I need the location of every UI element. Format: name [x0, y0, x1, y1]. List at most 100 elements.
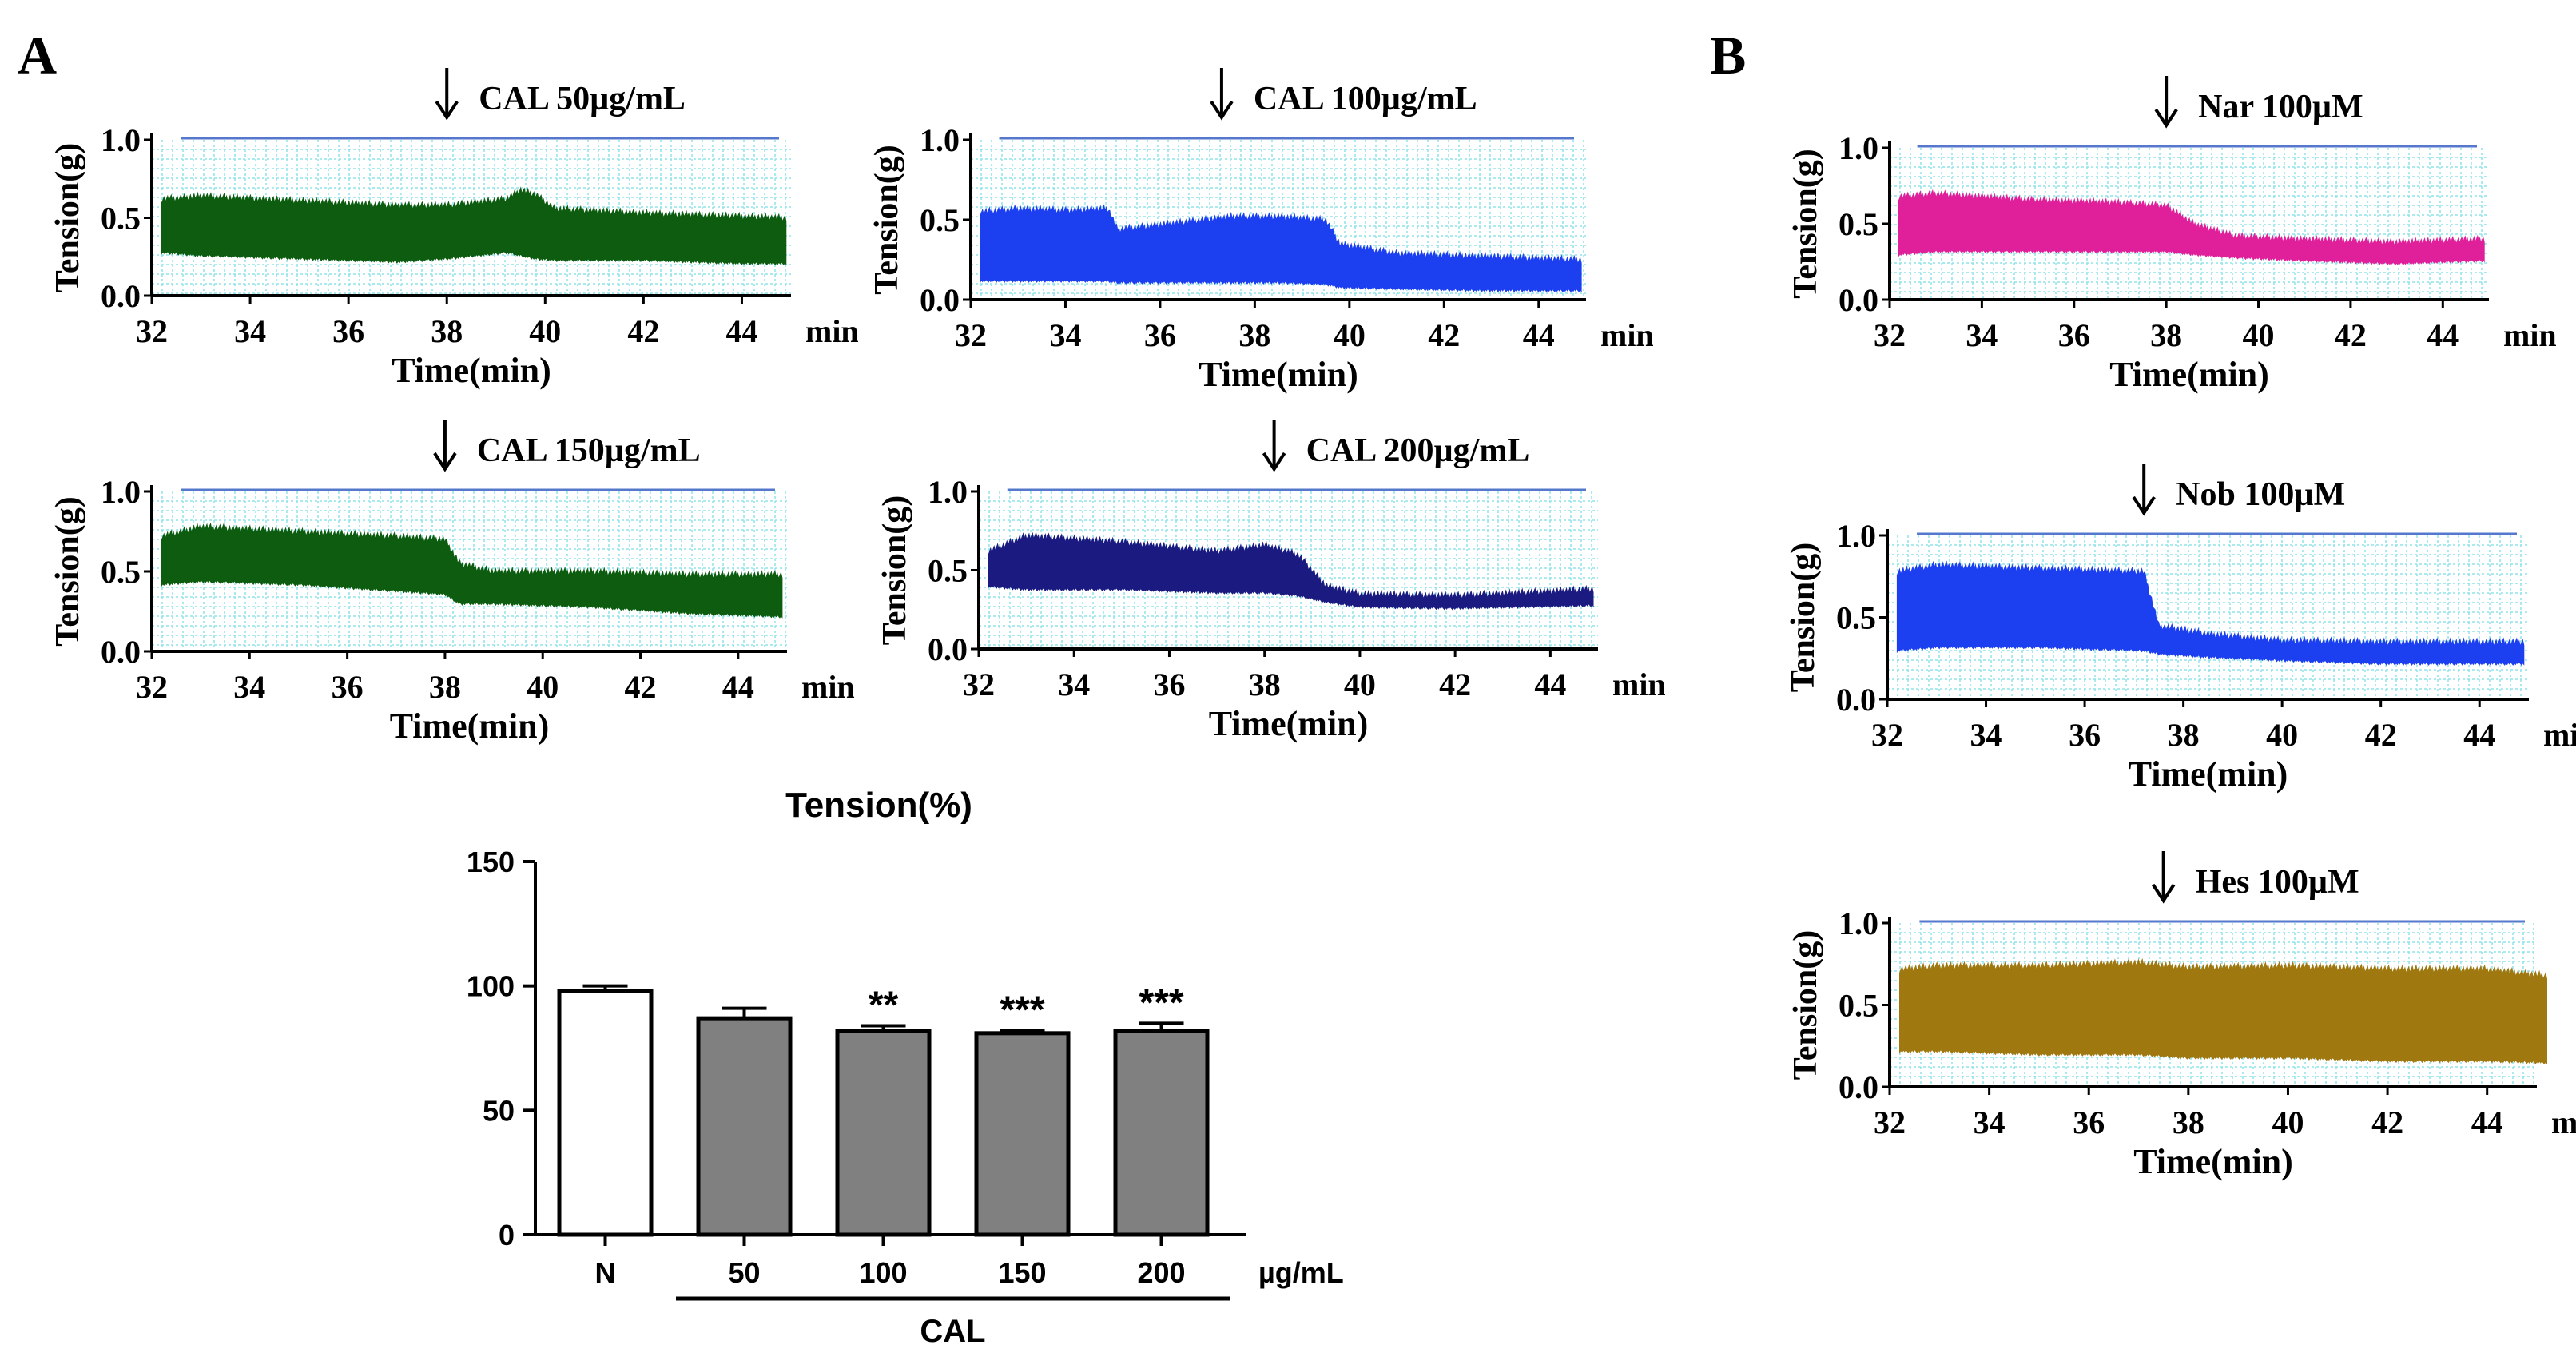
x-tick-label: 38 [2150, 317, 2182, 353]
x-tick-label: 44 [2427, 317, 2459, 353]
x-tick-label: 42 [2371, 1104, 2403, 1140]
x-tick-label: 42 [625, 669, 657, 705]
x-unit-label: min [801, 669, 855, 705]
trace-title: CAL 50µg/mL [479, 81, 686, 117]
y-tick-label: 0.0 [1836, 682, 1876, 718]
x-tick-label: 38 [429, 669, 461, 705]
trace-panel-nar: 32 34 36 38 40 42 44 min Time(min) 0.0 0.5 1.0 Tensi… [1787, 76, 2557, 394]
panel-label-a: A [18, 25, 57, 86]
trace-title: Nob 100µM [2176, 476, 2345, 513]
x-unit-label: min [2551, 1104, 2576, 1140]
x-tick-label: 34 [1058, 667, 1090, 702]
addition-arrow-head [1262, 452, 1286, 472]
y-axis-title: Tension(g) [50, 496, 86, 647]
y-tick-label: 0.0 [920, 282, 960, 318]
x-tick-label: 34 [233, 669, 265, 705]
x-axis-title: Time(min) [2109, 355, 2269, 394]
trace-panel-cal200: 32 34 36 38 40 42 44 min Time(min) 0.0 0.5 1.0 Tensi… [877, 420, 1666, 743]
y-tick-label: 1.0 [101, 474, 141, 510]
bar-chart-title: Tension(%) [785, 786, 972, 825]
bar-100 [835, 1029, 932, 1237]
tension-bar-chart: Tension(%) 0 50 100 150 N 50 100 ** 150 *** 200 *** µ… [467, 786, 1344, 1349]
x-tick-label: 32 [1874, 317, 1906, 353]
x-tick-label: 44 [2471, 1104, 2503, 1140]
trace-title: Nar 100µM [2198, 89, 2363, 125]
trace-panel-cal150: 32 34 36 38 40 42 44 min Time(min) 0.0 0.5 1.0 Tensi… [50, 420, 855, 746]
y-tick-label: 1.0 [920, 122, 960, 158]
x-tick-label: 44 [1534, 667, 1566, 702]
x-unit-label: min [2503, 317, 2557, 353]
bar-50 [696, 1016, 793, 1237]
group-label: CAL [920, 1314, 985, 1349]
x-axis-title: Time(min) [392, 351, 551, 390]
x-tick-label: 42 [2365, 717, 2397, 753]
x-tick-label: 36 [2069, 717, 2101, 753]
x-tick-label: 42 [1439, 667, 1471, 702]
trace-panels: 32 34 36 38 40 42 44 min Time(min) 0.0 0.5 1.0 Tensi… [50, 68, 2576, 1181]
x-tick-label: 32 [955, 317, 987, 353]
x-tick-label: 44 [1523, 317, 1555, 353]
x-tick-label: 40 [1334, 317, 1366, 353]
bar-category-label: 200 [1137, 1256, 1185, 1289]
trace-title: Hes 100µM [2196, 864, 2359, 901]
x-tick-label: 32 [963, 667, 995, 702]
x-tick-label: 38 [1238, 317, 1270, 353]
x-axis-title: Time(min) [2133, 1142, 2293, 1181]
bar-y-tick-label: 150 [467, 846, 515, 878]
bar-category-label: 100 [859, 1256, 907, 1289]
x-tick-label: 32 [1871, 717, 1903, 753]
bar-category-label: N [595, 1256, 616, 1289]
trace-signal [1899, 957, 2547, 1065]
y-tick-label: 0.5 [1836, 600, 1876, 636]
y-tick-label: 0.5 [1839, 988, 1878, 1024]
bar-200 [1113, 1029, 1210, 1237]
x-tick-label: 34 [1970, 717, 2002, 753]
bar-unit-label: µg/mL [1258, 1256, 1344, 1289]
addition-arrow-head [2154, 108, 2178, 129]
bar-category-label: 50 [728, 1256, 760, 1289]
x-tick-label: 32 [136, 313, 168, 349]
x-tick-label: 40 [2272, 1104, 2304, 1140]
x-tick-label: 34 [234, 313, 266, 349]
y-axis-title: Tension(g) [50, 143, 86, 293]
x-unit-label: min [805, 313, 859, 349]
bar-y-tick-label: 100 [467, 970, 515, 1003]
y-tick-label: 0.5 [101, 201, 141, 237]
trace-title: CAL 150µg/mL [477, 432, 701, 469]
y-tick-label: 0.5 [928, 553, 968, 589]
addition-arrow-head [433, 452, 457, 472]
x-axis-title: Time(min) [1209, 704, 1369, 743]
x-tick-label: 34 [1049, 317, 1081, 353]
x-tick-label: 38 [1249, 667, 1281, 702]
y-axis-title: Tension(g) [869, 145, 905, 295]
trace-title: CAL 100µg/mL [1254, 81, 1477, 117]
x-tick-label: 44 [722, 669, 754, 705]
significance-marker: *** [1139, 981, 1183, 1024]
x-tick-label: 36 [332, 313, 364, 349]
x-unit-label: min [1612, 667, 1666, 702]
addition-arrow-head [2132, 495, 2156, 516]
x-tick-label: 36 [1153, 667, 1185, 702]
trace-signal [1898, 189, 2485, 266]
bar-y-tick-label: 0 [499, 1219, 515, 1252]
x-tick-label: 36 [2073, 1104, 2105, 1140]
trace-signal [161, 522, 783, 619]
x-tick-label: 38 [431, 313, 463, 349]
x-tick-label: 42 [627, 313, 659, 349]
trace-panel-nob: 32 34 36 38 40 42 44 min Time(min) 0.0 0.5 1.0 Tensi… [1785, 464, 2576, 794]
y-tick-label: 1.0 [1839, 905, 1878, 941]
addition-arrow-head [2152, 883, 2176, 904]
panel-label-b: B [1710, 25, 1746, 86]
addition-arrow-head [435, 100, 459, 121]
significance-marker: ** [869, 984, 899, 1026]
x-tick-label: 36 [332, 669, 364, 705]
y-tick-label: 1.0 [1836, 518, 1876, 554]
y-axis-title: Tension(g) [1787, 149, 1824, 299]
addition-arrow-head [1210, 100, 1234, 121]
y-tick-label: 1.0 [101, 122, 141, 158]
x-tick-label: 40 [2266, 717, 2298, 753]
x-unit-label: min [2543, 717, 2576, 753]
y-tick-label: 0.0 [928, 631, 968, 667]
trace-panel-hes: 32 34 36 38 40 42 44 min Time(min) 0.0 0.5 1.0 Tensi… [1787, 851, 2576, 1181]
